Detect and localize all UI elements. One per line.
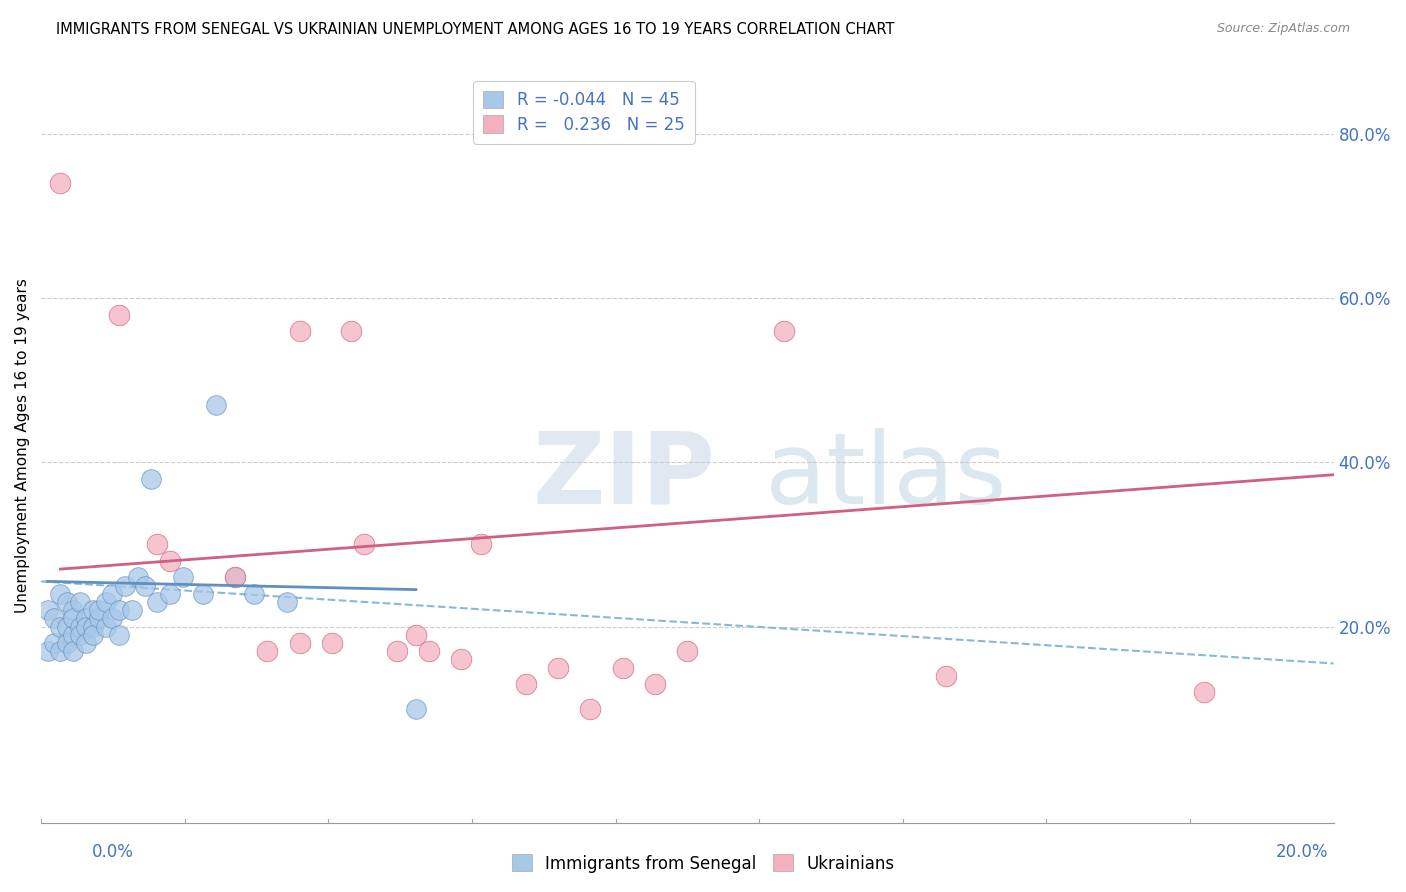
Point	[107, 308, 129, 322]
Y-axis label: Unemployment Among Ages 16 to 19 years: Unemployment Among Ages 16 to 19 years	[15, 278, 30, 614]
Point	[385, 644, 408, 658]
Point	[191, 587, 214, 601]
Text: 20.0%: 20.0%	[1277, 843, 1329, 861]
Point	[146, 537, 169, 551]
Text: Source: ZipAtlas.com: Source: ZipAtlas.com	[1216, 22, 1350, 36]
Point	[418, 644, 440, 658]
Point	[676, 644, 699, 658]
Point	[405, 628, 427, 642]
Point	[353, 537, 375, 551]
Text: IMMIGRANTS FROM SENEGAL VS UKRAINIAN UNEMPLOYMENT AMONG AGES 16 TO 19 YEARS CORR: IMMIGRANTS FROM SENEGAL VS UKRAINIAN UNE…	[56, 22, 894, 37]
Point	[56, 619, 79, 633]
Point	[94, 595, 117, 609]
Point	[644, 677, 666, 691]
Point	[1194, 685, 1216, 699]
Point	[612, 660, 634, 674]
Legend: R = -0.044   N = 45, R =   0.236   N = 25: R = -0.044 N = 45, R = 0.236 N = 25	[474, 80, 695, 144]
Point	[37, 603, 59, 617]
Point	[139, 472, 162, 486]
Point	[75, 619, 97, 633]
Text: 0.0%: 0.0%	[91, 843, 134, 861]
Point	[101, 587, 124, 601]
Point	[256, 644, 278, 658]
Point	[49, 644, 72, 658]
Point	[56, 595, 79, 609]
Point	[107, 603, 129, 617]
Point	[62, 628, 84, 642]
Point	[547, 660, 569, 674]
Point	[69, 628, 91, 642]
Point	[75, 636, 97, 650]
Point	[82, 619, 104, 633]
Point	[243, 587, 266, 601]
Point	[288, 636, 311, 650]
Point	[579, 701, 602, 715]
Point	[101, 611, 124, 625]
Point	[470, 537, 492, 551]
Point	[172, 570, 194, 584]
Point	[62, 644, 84, 658]
Point	[37, 644, 59, 658]
Legend: Immigrants from Senegal, Ukrainians: Immigrants from Senegal, Ukrainians	[505, 847, 901, 880]
Point	[42, 636, 65, 650]
Point	[204, 398, 226, 412]
Point	[288, 324, 311, 338]
Point	[121, 603, 143, 617]
Point	[49, 619, 72, 633]
Point	[69, 619, 91, 633]
Point	[773, 324, 796, 338]
Point	[276, 595, 298, 609]
Point	[49, 587, 72, 601]
Text: atlas: atlas	[765, 427, 1007, 524]
Point	[56, 636, 79, 650]
Point	[89, 611, 111, 625]
Text: ZIP: ZIP	[533, 427, 716, 524]
Point	[224, 570, 246, 584]
Point	[49, 177, 72, 191]
Point	[935, 669, 957, 683]
Point	[159, 587, 181, 601]
Point	[89, 603, 111, 617]
Point	[321, 636, 343, 650]
Point	[75, 611, 97, 625]
Point	[146, 595, 169, 609]
Point	[62, 603, 84, 617]
Point	[82, 603, 104, 617]
Point	[107, 628, 129, 642]
Point	[69, 595, 91, 609]
Point	[127, 570, 149, 584]
Point	[62, 611, 84, 625]
Point	[340, 324, 363, 338]
Point	[134, 578, 156, 592]
Point	[82, 628, 104, 642]
Point	[94, 619, 117, 633]
Point	[42, 611, 65, 625]
Point	[405, 701, 427, 715]
Point	[450, 652, 472, 666]
Point	[515, 677, 537, 691]
Point	[114, 578, 136, 592]
Point	[224, 570, 246, 584]
Point	[159, 554, 181, 568]
